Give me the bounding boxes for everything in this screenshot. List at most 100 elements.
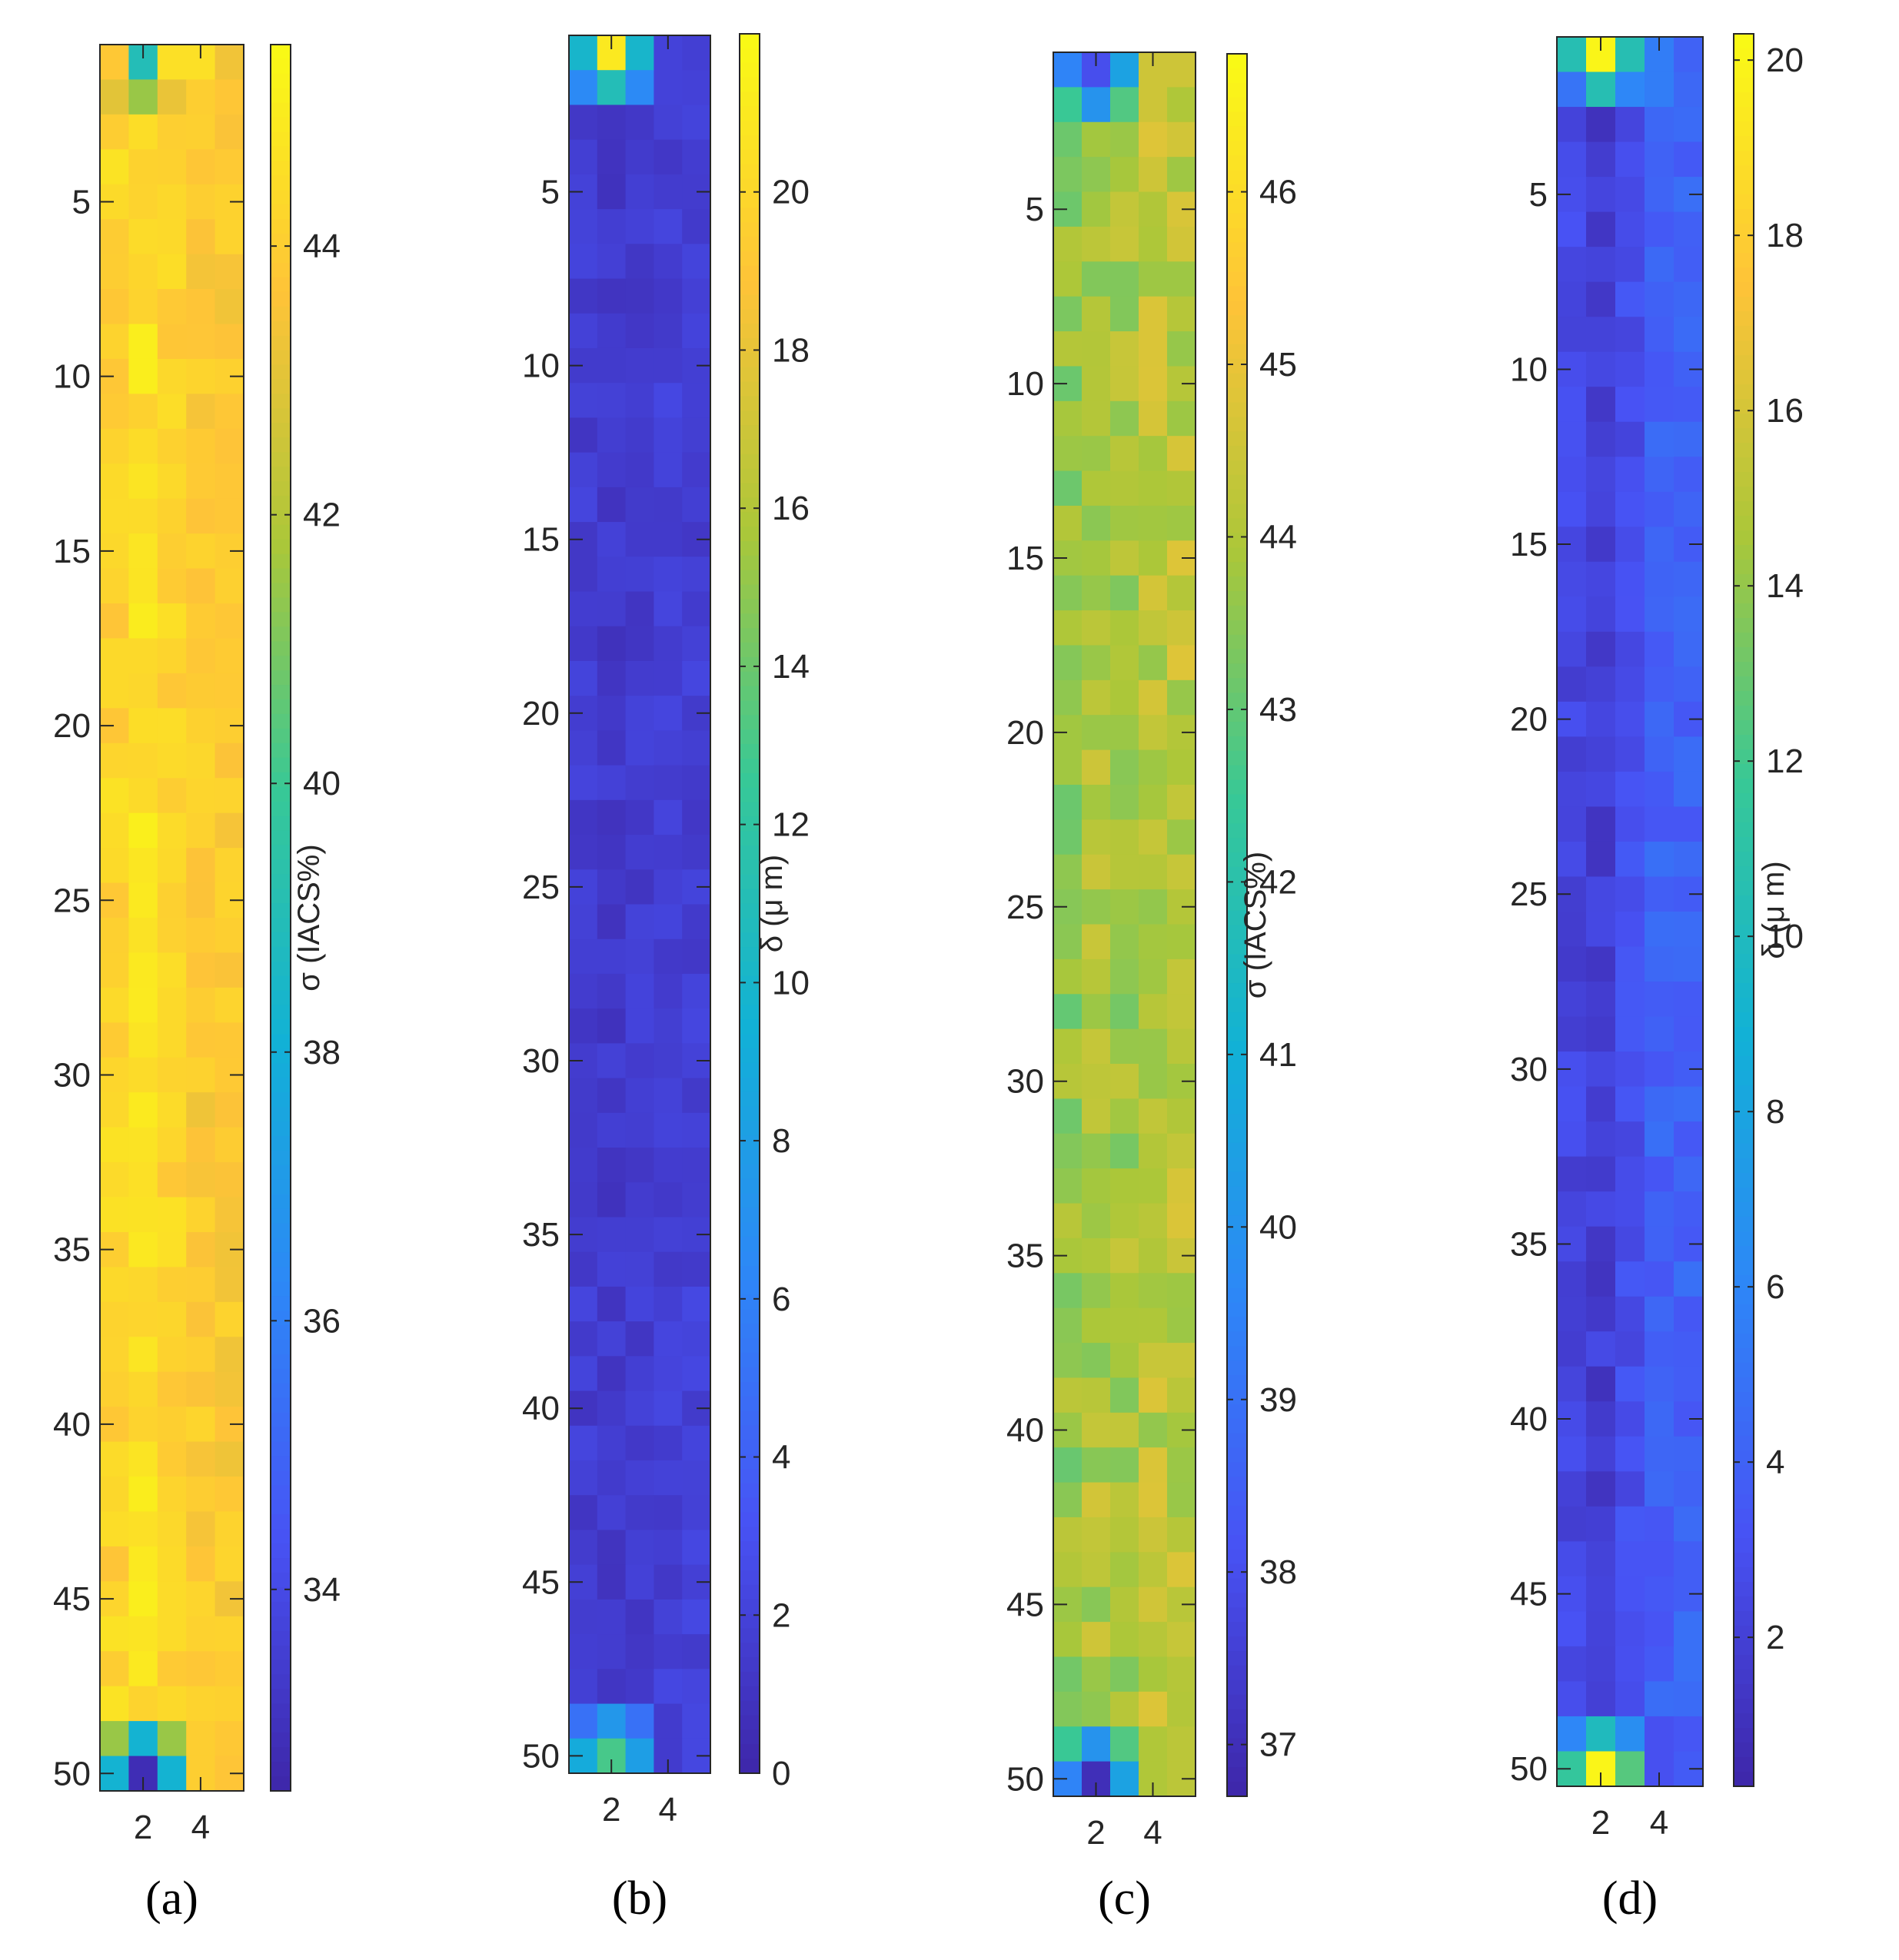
heatmap-cell [157, 778, 187, 814]
heatmap-cell [597, 522, 627, 557]
colorbar-segment [740, 772, 760, 789]
colorbar-segment [1227, 1259, 1247, 1274]
colorbar-segment [740, 613, 760, 629]
heatmap-cell [215, 1267, 244, 1303]
heatmap-cell [597, 209, 627, 244]
heatmap-cell [1645, 982, 1675, 1018]
heatmap-cell [1167, 1168, 1196, 1204]
colorbar-segment [1227, 765, 1247, 781]
colorbar-segment [1734, 764, 1754, 779]
heatmap-cell [654, 244, 683, 280]
colorbar-segment [1227, 1317, 1247, 1333]
y-tick-label: 50 [1006, 1760, 1044, 1798]
heatmap-cell [1615, 946, 1645, 982]
heatmap-cell [1586, 1646, 1616, 1683]
colorbar-segment [271, 1427, 291, 1443]
heatmap-cell [1645, 806, 1675, 842]
colorbar-segment [1734, 1012, 1754, 1028]
colorbar-segment [271, 1164, 291, 1181]
heatmap-cell [215, 114, 244, 150]
heatmap-cell [1615, 1471, 1645, 1507]
colorbar-segment [1227, 1534, 1247, 1550]
heatmap-cell [1645, 596, 1675, 633]
heatmap-cell [1082, 505, 1111, 541]
colorbar-segment [1734, 1158, 1754, 1174]
heatmap-cell [1110, 679, 1139, 716]
colorbar-tick-label: 20 [1766, 42, 1804, 79]
heatmap-cell [597, 799, 627, 835]
heatmap-cell [100, 79, 129, 115]
colorbar-segment [740, 1178, 760, 1194]
heatmap-cell [569, 1460, 598, 1496]
colorbar-segment [1227, 54, 1247, 69]
heatmap-cell [1110, 331, 1139, 367]
heatmap-cell [1674, 1681, 1704, 1717]
colorbar-segment [1227, 1491, 1247, 1507]
heatmap-cell [1586, 876, 1616, 912]
colorbar-segment [1734, 735, 1754, 750]
heatmap-cell [1167, 1028, 1196, 1065]
heatmap-cell [1557, 1121, 1587, 1158]
heatmap-cell [654, 799, 683, 835]
heatmap-cell [1139, 1377, 1168, 1414]
heatmap-cell [128, 1581, 158, 1617]
colorbar-segment [1734, 1684, 1754, 1699]
heatmap-cell [1615, 421, 1645, 457]
colorbar-segment [1734, 1246, 1754, 1261]
heatmap-cell [1615, 596, 1645, 633]
heatmap-cell [1167, 1517, 1196, 1553]
colorbar-segment [271, 248, 291, 264]
heatmap-cell [215, 1616, 244, 1652]
heatmap-cell [654, 1286, 683, 1322]
colorbar-segment [271, 1092, 291, 1108]
colorbar-segment [1734, 1041, 1754, 1057]
heatmap-cell [1110, 1028, 1139, 1065]
heatmap-cell [1082, 1447, 1111, 1483]
heatmap-cell [1674, 1541, 1704, 1577]
colorbar-tick-label: 40 [1259, 1208, 1297, 1246]
heatmap-cell [157, 394, 187, 430]
heatmap-cell [1586, 701, 1616, 737]
heatmap-cell [215, 1546, 244, 1582]
heatmap-cell [128, 742, 158, 779]
colorbar-segment [1734, 63, 1754, 78]
heatmap-cell [1645, 1016, 1675, 1052]
heatmap-cell [186, 1197, 216, 1233]
colorbar-segment [740, 1164, 760, 1180]
heatmap-cell [100, 289, 129, 325]
heatmap-cell [625, 904, 654, 940]
heatmap-cell [1110, 470, 1139, 507]
heatmap-cell [682, 1321, 711, 1357]
heatmap-cell [215, 742, 244, 779]
heatmap-cell [100, 848, 129, 884]
heatmap-cell [1615, 666, 1645, 703]
heatmap-cell [682, 1251, 711, 1287]
heatmap-cell [625, 1390, 654, 1427]
heatmap-cell [1674, 1016, 1704, 1052]
heatmap-cell [1167, 1482, 1196, 1518]
colorbar-segment [1734, 968, 1754, 984]
heatmap-cell [100, 498, 129, 534]
heatmap-cell [1615, 351, 1645, 387]
colorbar-tick-label: 43 [1259, 691, 1297, 729]
colorbar-segment [271, 772, 291, 788]
heatmap-cell [1586, 491, 1616, 527]
heatmap-cell [654, 139, 683, 175]
heatmap-cell [1110, 505, 1139, 541]
heatmap-cell [1645, 1576, 1675, 1612]
heatmap-cell [1053, 1447, 1083, 1483]
heatmap-cell [1053, 819, 1083, 855]
heatmap-cell [100, 463, 129, 500]
colorbar-segment [1227, 779, 1247, 796]
colorbar-segment [1227, 1447, 1247, 1463]
heatmap-cell [654, 1703, 683, 1739]
colorbar-segment [1734, 793, 1754, 809]
colorbar-tick-label: 4 [772, 1439, 790, 1477]
heatmap-cell [1082, 1133, 1111, 1169]
heatmap-cell [569, 35, 598, 71]
heatmap-cell [1110, 226, 1139, 262]
heatmap-cell [1053, 994, 1083, 1030]
colorbar-segment [271, 801, 291, 817]
colorbar-segment [740, 1367, 760, 1383]
heatmap-cell [654, 869, 683, 905]
